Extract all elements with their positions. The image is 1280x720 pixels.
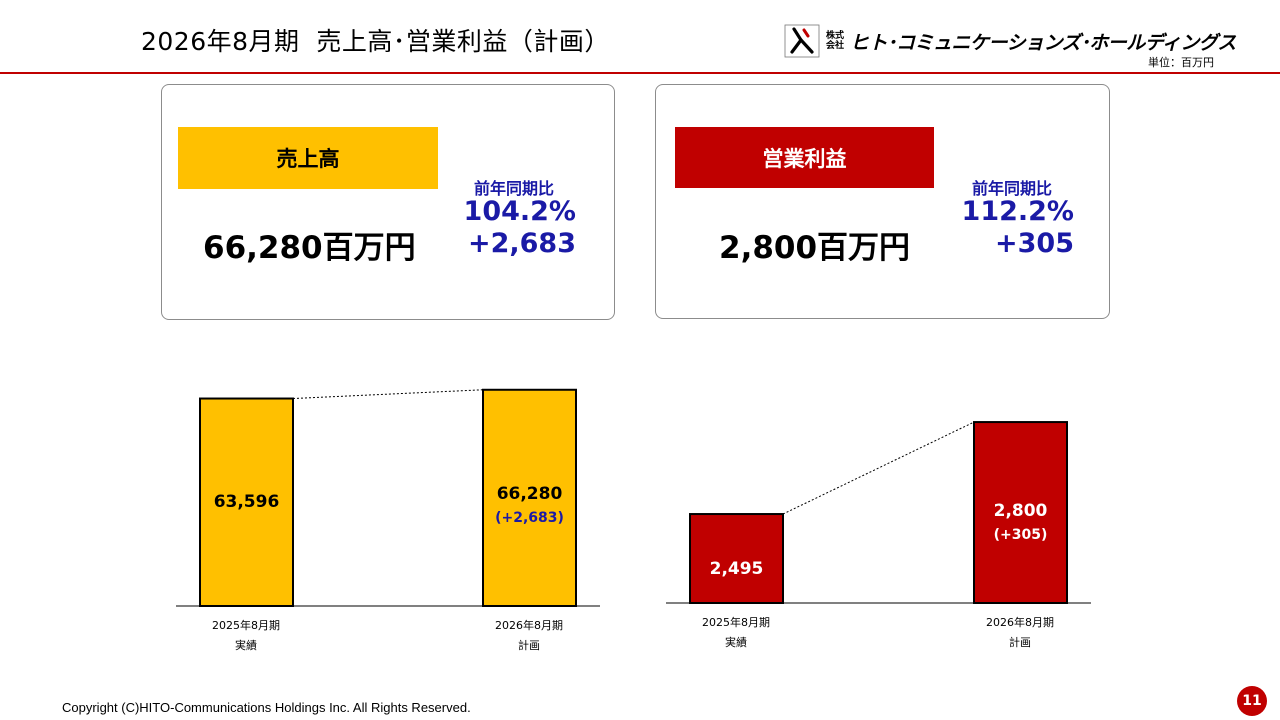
sales-category-2025-period: 2025年8月期 (212, 619, 280, 632)
sales-label-band: 売上高 (178, 127, 438, 189)
hito-logo-icon (784, 24, 820, 58)
sales-bar-2026 (482, 388, 577, 607)
profit-summary-card (655, 84, 1110, 319)
profit-bar-2026 (973, 421, 1068, 604)
sales-value-label-2025: 63,596 (214, 492, 280, 512)
company-name: ヒト･コミュニケーションズ･ホールディングス (850, 31, 1236, 54)
unit-label: 単位：百万円 (1148, 56, 1214, 69)
profit-yoy-pct: 112.2% (961, 196, 1074, 227)
profit-category-2025: 2025年8月期 実績 (686, 613, 786, 653)
profit-bar-2025 (689, 513, 784, 604)
profit-label-band: 営業利益 (675, 127, 934, 188)
sales-yoy-diff: +2,683 (467, 228, 576, 259)
sales-yoy-pct: 104.2% (463, 196, 576, 227)
sales-connector-line (292, 389, 484, 400)
sales-yoy-label: 前年同期比 (474, 179, 555, 198)
sales-summary-card (161, 84, 615, 320)
profit-yoy-label: 前年同期比 (972, 179, 1053, 198)
sales-bar-2025 (199, 397, 294, 607)
profit-value: 2,800百万円 (719, 230, 911, 266)
sales-category-2025-kind: 実績 (235, 639, 257, 652)
title-divider (0, 72, 1280, 74)
sales-diff-label: (+2,683) (495, 510, 564, 526)
profit-category-2026-period: 2026年8月期 (986, 616, 1054, 629)
sales-category-2025: 2025年8月期 実績 (196, 616, 296, 656)
copyright-text: Copyright (C)HITO-Communications Holding… (62, 700, 471, 715)
sales-value: 66,280百万円 (203, 230, 416, 266)
profit-value-label-2026: 2,800 (994, 501, 1048, 521)
profit-category-2026: 2026年8月期 計画 (970, 613, 1070, 653)
profit-category-2025-kind: 実績 (725, 636, 747, 649)
page-title: 2026年8月期 売上高･営業利益（計画） (141, 27, 610, 56)
sales-value-label-2026: 66,280 (497, 484, 563, 504)
page-number-badge: 11 (1237, 686, 1267, 716)
sales-category-2026-kind: 計画 (518, 639, 540, 652)
profit-value-label-2025: 2,495 (710, 559, 764, 579)
company-logo: 株式会社 ヒト･コミュニケーションズ･ホールディングス (784, 24, 1236, 58)
profit-category-2026-kind: 計画 (1009, 636, 1031, 649)
sales-category-2026-period: 2026年8月期 (495, 619, 563, 632)
kabushiki-kaisha-text: 株式会社 (826, 31, 845, 51)
profit-category-2025-period: 2025年8月期 (702, 616, 770, 629)
sales-category-2026: 2026年8月期 計画 (479, 616, 579, 656)
profit-connector-line (782, 421, 975, 515)
profit-diff-label: (+305) (994, 527, 1048, 543)
profit-yoy-diff: +305 (995, 228, 1074, 259)
